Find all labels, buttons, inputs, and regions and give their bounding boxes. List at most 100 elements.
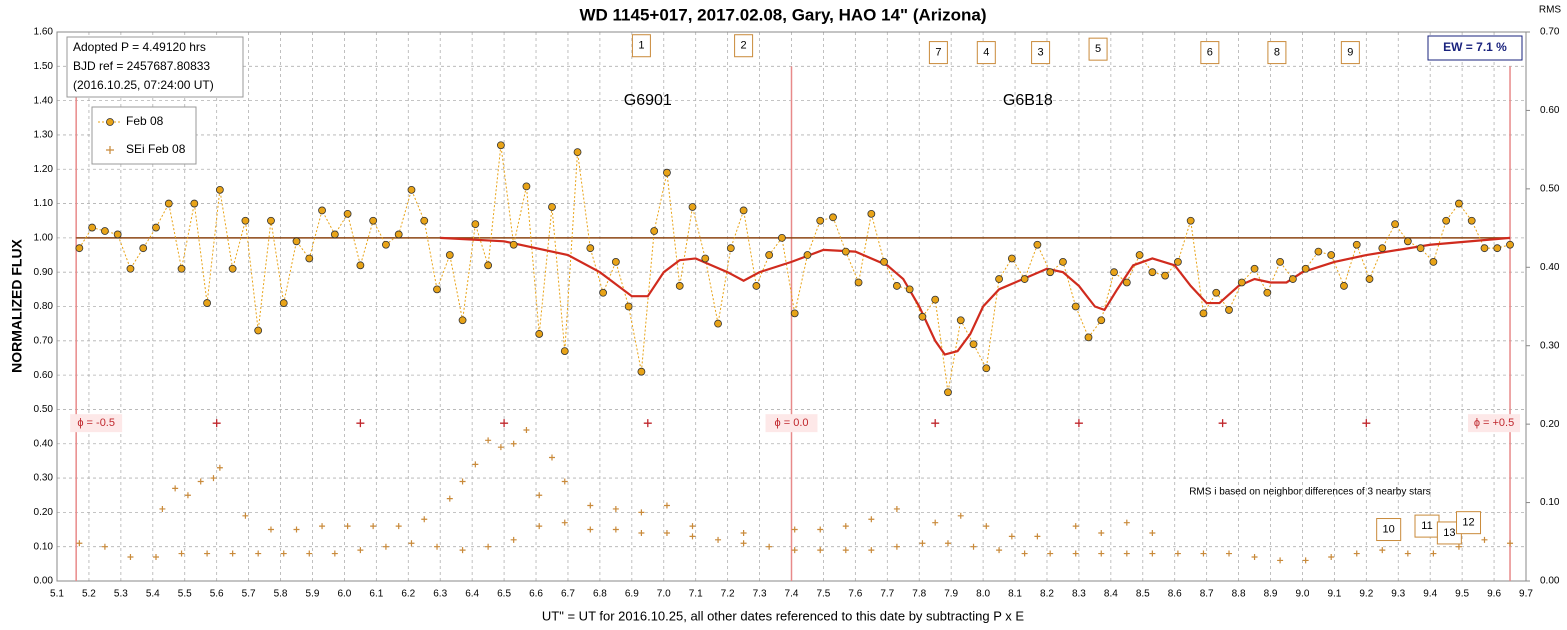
x-tick-label: 6.4 xyxy=(465,589,479,600)
flux-point xyxy=(1046,268,1055,277)
rms-point xyxy=(817,547,824,554)
flux-point xyxy=(369,216,378,225)
rms-point xyxy=(1353,550,1360,557)
flux-point xyxy=(739,206,748,215)
phase-label-bg xyxy=(70,414,123,433)
x-tick-label: 8.2 xyxy=(1040,589,1054,600)
flux-point xyxy=(867,209,876,218)
y-tick-label: 1.30 xyxy=(34,130,54,141)
x-tick-label: 8.1 xyxy=(1008,589,1022,600)
flux-point xyxy=(611,257,620,266)
rms-point xyxy=(842,547,849,554)
flux-point xyxy=(548,203,556,211)
ew-label: EW = 7.1 % xyxy=(1443,40,1507,54)
flux-point xyxy=(509,240,518,249)
flux-point xyxy=(1020,275,1029,283)
flux-point xyxy=(905,285,914,294)
flux-point xyxy=(445,251,454,259)
x-tick-label: 8.3 xyxy=(1072,589,1086,600)
flux-point xyxy=(1199,309,1208,318)
marker-box xyxy=(1200,41,1220,65)
marker-label: 2 xyxy=(741,40,747,52)
rms-point xyxy=(1021,550,1028,557)
rms-point xyxy=(127,553,134,560)
flux-point xyxy=(1033,240,1042,249)
flux-point xyxy=(624,302,633,311)
x-tick-label: 5.7 xyxy=(242,589,256,600)
phase-label: ϕ = -0.5 xyxy=(77,417,115,429)
y2-tick-label: 0.10 xyxy=(1540,497,1560,508)
rms-point xyxy=(1251,553,1258,560)
rms-point xyxy=(548,454,555,461)
rms-point xyxy=(210,475,217,482)
flux-point xyxy=(139,244,148,253)
rms-point xyxy=(715,536,722,543)
flux-point xyxy=(215,185,224,194)
flux-point xyxy=(1110,268,1118,277)
x-tick-label: 6.1 xyxy=(369,589,383,600)
flux-point xyxy=(841,247,850,256)
x-tick-label: 8.8 xyxy=(1232,589,1246,600)
flux-point xyxy=(1276,257,1285,266)
rms-point xyxy=(868,516,875,523)
info-line: (2016.10.25, 07:24:00 UT) xyxy=(73,78,214,92)
y2-tick-label: 0.20 xyxy=(1540,419,1560,430)
info-line: Adopted P = 4.49120 hrs xyxy=(73,40,206,54)
marker-label: 9 xyxy=(1347,46,1353,58)
flux-point xyxy=(650,227,659,235)
flux-point xyxy=(382,240,390,249)
rms-point xyxy=(536,523,543,530)
flux-point xyxy=(1352,240,1361,249)
phase-label-bg xyxy=(1468,414,1521,433)
legend-marker xyxy=(106,118,114,126)
x-tick-label: 9.1 xyxy=(1327,589,1341,600)
flux-point xyxy=(1161,271,1170,280)
x-tick-label: 6.9 xyxy=(625,589,639,600)
flux-point xyxy=(279,299,288,307)
legend-label: SEi Feb 08 xyxy=(126,142,186,156)
x-tick-label: 5.2 xyxy=(82,589,96,600)
rms-point xyxy=(612,526,619,533)
x-tick-label: 7.7 xyxy=(880,589,894,600)
flux-point xyxy=(407,185,416,194)
rms-point xyxy=(740,540,747,547)
y-tick-label: 1.50 xyxy=(34,61,54,72)
x-tick-label: 6.5 xyxy=(497,589,511,600)
phase-marker xyxy=(1218,419,1227,428)
marker-box xyxy=(1031,41,1051,65)
rms-point xyxy=(1481,536,1488,543)
x-tick-label: 5.1 xyxy=(50,589,64,600)
flux-point xyxy=(1084,333,1093,342)
flux-point xyxy=(343,209,352,218)
rms-point xyxy=(1034,533,1041,540)
info-line: BJD ref = 2457687.80833 xyxy=(73,59,210,73)
rms-point xyxy=(957,512,964,519)
flux-point xyxy=(944,388,952,397)
rms-point xyxy=(1072,550,1079,557)
flux-point xyxy=(688,203,697,211)
x-tick-label: 6.0 xyxy=(337,589,351,600)
y-tick-label: 0.70 xyxy=(34,335,54,346)
marker-box xyxy=(1376,518,1402,542)
rms-point xyxy=(1404,550,1411,557)
rms-point xyxy=(152,553,159,560)
marker-box xyxy=(1088,37,1108,61)
flux-point xyxy=(1122,278,1131,287)
rms-point xyxy=(242,512,249,519)
flux-point xyxy=(982,364,991,373)
rms-point xyxy=(197,478,204,485)
rms-point xyxy=(421,516,428,523)
y2-tick-label: 0.70 xyxy=(1540,27,1560,38)
rms-point xyxy=(1072,523,1079,530)
rms-point xyxy=(983,523,990,530)
phase-label: ϕ = +0.5 xyxy=(1474,417,1514,429)
rms-point xyxy=(306,550,313,557)
marker-label: 10 xyxy=(1383,523,1395,535)
flux-point xyxy=(1442,216,1451,225)
rms-point xyxy=(446,495,453,502)
rms-point xyxy=(1174,550,1181,557)
flux-point xyxy=(1365,275,1374,283)
rms-point xyxy=(229,550,236,557)
phase-label-bg xyxy=(765,414,818,433)
